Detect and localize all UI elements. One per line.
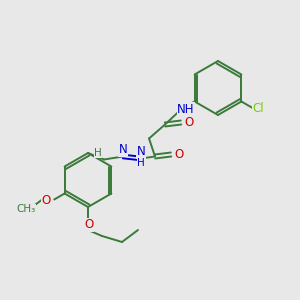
Text: O: O [184,116,194,129]
Text: O: O [174,148,184,161]
Text: NH: NH [177,103,195,116]
Text: O: O [84,218,94,232]
Text: N: N [137,145,146,158]
Text: H: H [94,148,102,158]
Text: O: O [42,194,51,207]
Text: CH₃: CH₃ [16,205,36,214]
Text: Cl: Cl [253,101,265,115]
Text: N: N [119,143,128,156]
Text: H: H [137,158,145,169]
